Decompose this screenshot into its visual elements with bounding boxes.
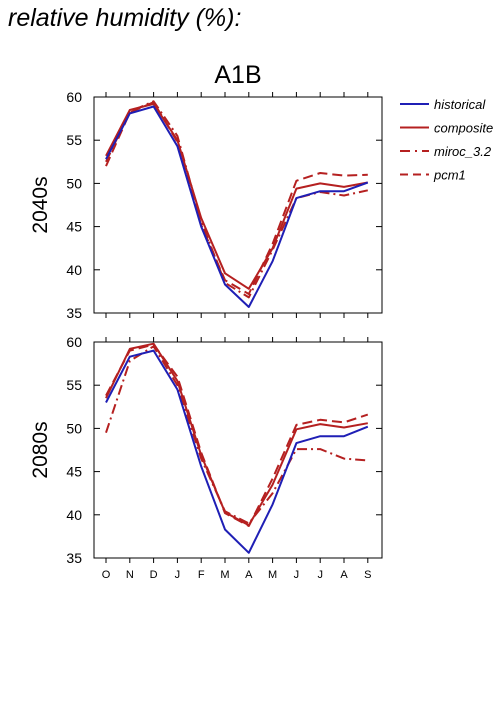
chart-panel-2080s: 2080s 35 40 45 50 55 60 O N D J F M A M J J A S: [29, 334, 383, 581]
chart-panel-2040s: A1B 2040s 35 40 45 50 55 60: [29, 61, 383, 321]
series-line-pcm1: [105, 101, 368, 295]
x-tick-label: J: [294, 569, 300, 581]
series-line-historical: [105, 105, 369, 308]
y-tick-label: 40: [66, 507, 82, 523]
legend: historical composite miroc_3.2 pcm1: [400, 97, 493, 183]
legend-label-pcm1: pcm1: [433, 168, 466, 183]
panel-label: 2040s: [29, 176, 52, 233]
y-tick-label: 45: [66, 219, 82, 235]
series-line-composite: [105, 342, 368, 527]
x-tick-label: M: [268, 569, 277, 581]
x-tick-label: A: [245, 569, 253, 581]
x-tick-label: M: [220, 569, 229, 581]
x-tick-label: O: [102, 569, 111, 581]
panel-label: 2080s: [29, 421, 52, 478]
series-line-historical: [105, 349, 369, 554]
x-tick-label: D: [150, 569, 158, 581]
y-tick-label: 35: [66, 305, 82, 321]
y-tick-label: 55: [66, 132, 82, 148]
x-tick-label: J: [317, 569, 323, 581]
x-tick-label: F: [198, 569, 205, 581]
series-line-miroc_3.2: [105, 345, 368, 525]
plot-frame: [93, 96, 383, 314]
y-tick-label: 50: [66, 420, 82, 436]
y-tick-label: 45: [66, 464, 82, 480]
legend-label-miroc_3.2: miroc_3.2: [434, 144, 492, 159]
x-tick-label: A: [340, 569, 348, 581]
y-tick-label: 60: [66, 89, 82, 105]
y-tick-label: 35: [66, 550, 82, 566]
x-tick-label: N: [126, 569, 134, 581]
y-tick-label: 60: [66, 334, 82, 350]
legend-label-historical: historical: [434, 97, 486, 112]
series-line-composite: [105, 102, 368, 290]
chart-title: A1B: [214, 61, 261, 89]
y-tick-label: 50: [66, 175, 82, 191]
y-tick-label: 55: [66, 377, 82, 393]
series-line-miroc_3.2: [105, 100, 369, 299]
page-title: relative humidity (%):: [8, 4, 242, 32]
y-tick-label: 40: [66, 262, 82, 278]
x-tick-label: S: [364, 569, 371, 581]
plot-frame: [93, 341, 383, 559]
x-tick-label: J: [175, 569, 181, 581]
legend-label-composite: composite: [434, 121, 493, 136]
